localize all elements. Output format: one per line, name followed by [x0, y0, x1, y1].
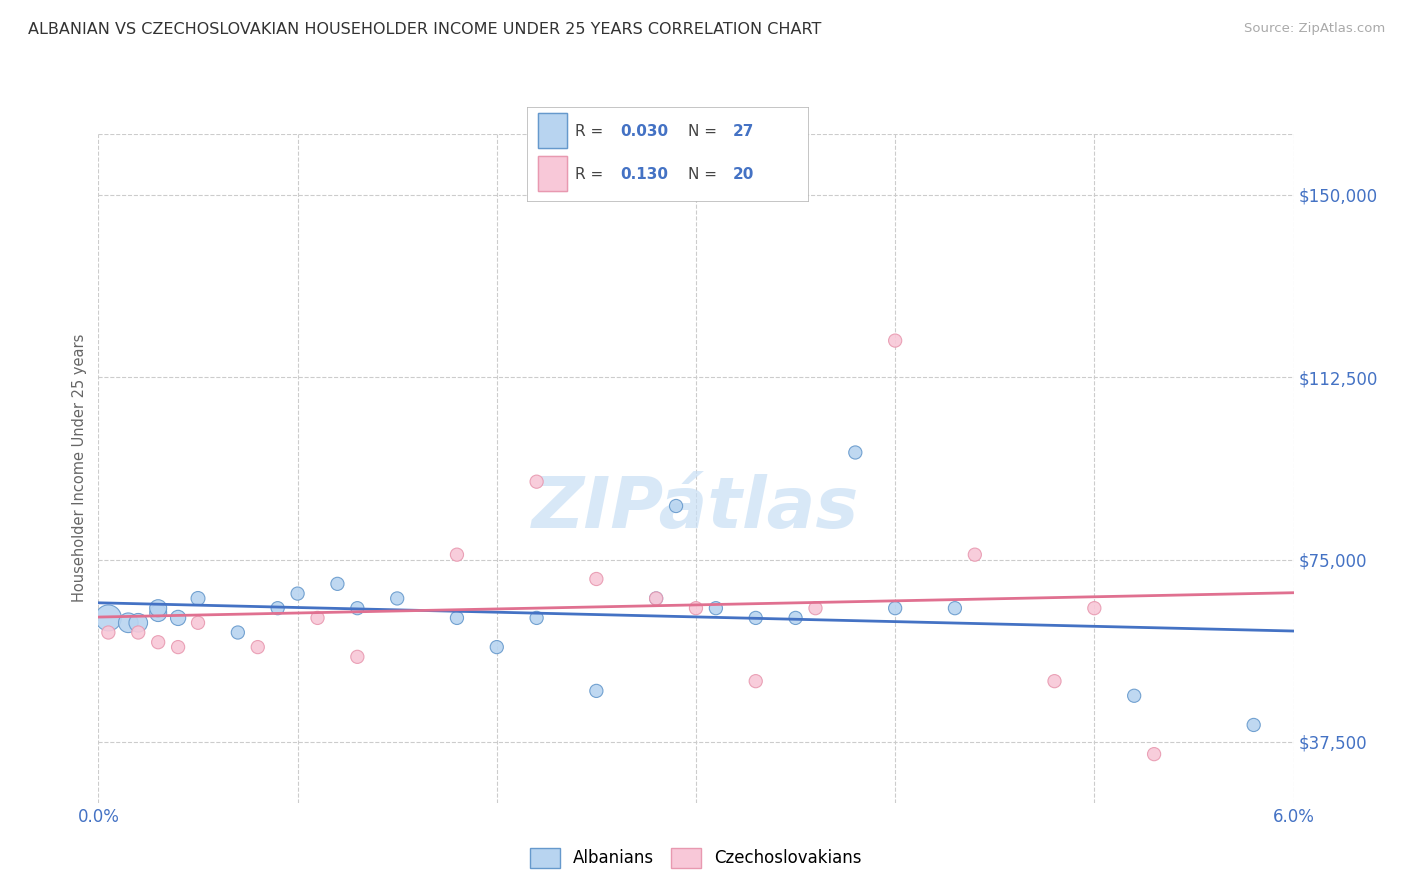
- Point: [187, 591, 209, 606]
- Bar: [538, 112, 567, 148]
- Point: [148, 606, 170, 620]
- Point: [884, 334, 907, 348]
- Point: [287, 586, 309, 600]
- Text: 27: 27: [733, 124, 754, 139]
- Point: [167, 611, 190, 625]
- Point: [346, 649, 368, 664]
- Point: [246, 640, 269, 654]
- Text: Source: ZipAtlas.com: Source: ZipAtlas.com: [1244, 22, 1385, 36]
- Point: [526, 611, 548, 625]
- Text: R =: R =: [575, 124, 609, 139]
- Text: 0.130: 0.130: [620, 167, 668, 182]
- Point: [187, 615, 209, 630]
- Point: [665, 499, 688, 513]
- Point: [645, 591, 668, 606]
- Point: [585, 572, 607, 586]
- Point: [326, 577, 349, 591]
- Point: [97, 611, 120, 625]
- Point: [97, 625, 120, 640]
- Text: 0.030: 0.030: [620, 124, 668, 139]
- Point: [526, 475, 548, 489]
- Legend: Albanians, Czechoslovakians: Albanians, Czechoslovakians: [523, 841, 869, 875]
- Point: [167, 640, 190, 654]
- Point: [117, 615, 139, 630]
- Point: [1123, 689, 1146, 703]
- Point: [963, 548, 986, 562]
- Point: [704, 601, 727, 615]
- Point: [804, 601, 827, 615]
- Point: [943, 601, 966, 615]
- Point: [1243, 718, 1265, 732]
- Bar: [538, 156, 567, 191]
- Text: ALBANIAN VS CZECHOSLOVAKIAN HOUSEHOLDER INCOME UNDER 25 YEARS CORRELATION CHART: ALBANIAN VS CZECHOSLOVAKIAN HOUSEHOLDER …: [28, 22, 821, 37]
- Point: [645, 591, 668, 606]
- Text: R =: R =: [575, 167, 613, 182]
- Text: ZIPátlas: ZIPátlas: [533, 474, 859, 543]
- Point: [127, 625, 149, 640]
- Point: [385, 591, 409, 606]
- Bar: [538, 112, 567, 148]
- Text: N =: N =: [688, 167, 721, 182]
- Y-axis label: Householder Income Under 25 years: Householder Income Under 25 years: [72, 334, 87, 602]
- Point: [1143, 747, 1166, 761]
- Point: [446, 548, 468, 562]
- Point: [585, 684, 607, 698]
- Point: [127, 615, 149, 630]
- Point: [884, 601, 907, 615]
- Point: [346, 601, 368, 615]
- Point: [267, 601, 290, 615]
- Bar: [538, 156, 567, 191]
- Point: [226, 625, 249, 640]
- Point: [148, 635, 170, 649]
- Point: [685, 601, 707, 615]
- Text: N =: N =: [688, 124, 721, 139]
- Point: [485, 640, 508, 654]
- Text: 20: 20: [733, 167, 754, 182]
- Point: [446, 611, 468, 625]
- Point: [148, 601, 170, 615]
- Point: [1043, 674, 1066, 689]
- Point: [307, 611, 329, 625]
- Point: [785, 611, 807, 625]
- Point: [1083, 601, 1105, 615]
- Point: [745, 674, 768, 689]
- Point: [844, 445, 866, 459]
- Point: [745, 611, 768, 625]
